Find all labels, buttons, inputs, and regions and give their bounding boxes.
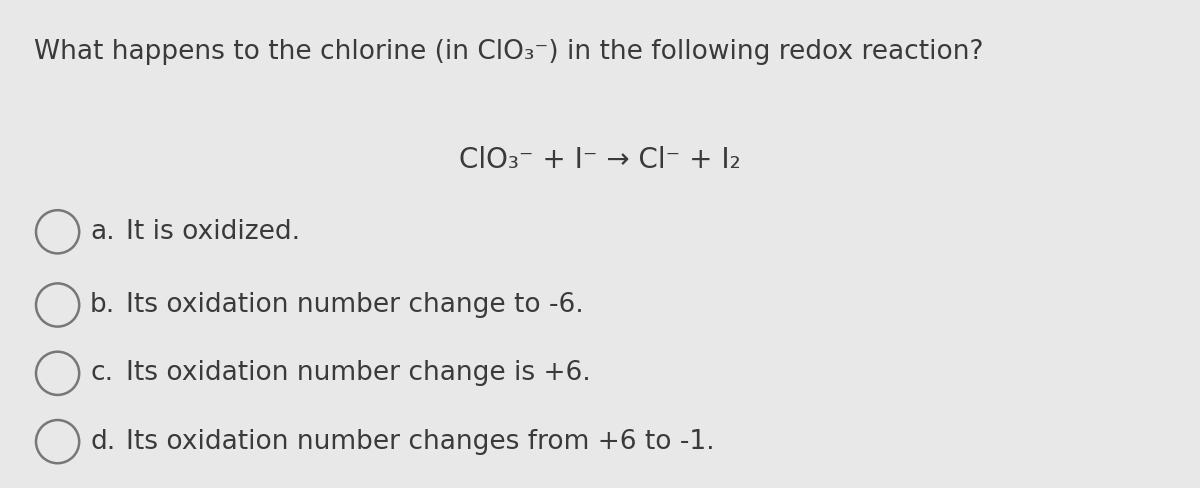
Text: ClO₃⁻ + I⁻ → Cl⁻ + I₂: ClO₃⁻ + I⁻ → Cl⁻ + I₂	[460, 146, 740, 174]
Text: c.: c.	[90, 360, 113, 386]
Text: Its oxidation number change is +6.: Its oxidation number change is +6.	[126, 360, 590, 386]
Text: d.: d.	[90, 428, 115, 455]
Text: Its oxidation number changes from +6 to -1.: Its oxidation number changes from +6 to …	[126, 428, 715, 455]
Text: What happens to the chlorine (in ClO₃⁻) in the following redox reaction?: What happens to the chlorine (in ClO₃⁻) …	[34, 39, 983, 65]
Text: a.: a.	[90, 219, 115, 245]
Text: b.: b.	[90, 292, 115, 318]
Text: Its oxidation number change to -6.: Its oxidation number change to -6.	[126, 292, 583, 318]
Text: It is oxidized.: It is oxidized.	[126, 219, 300, 245]
